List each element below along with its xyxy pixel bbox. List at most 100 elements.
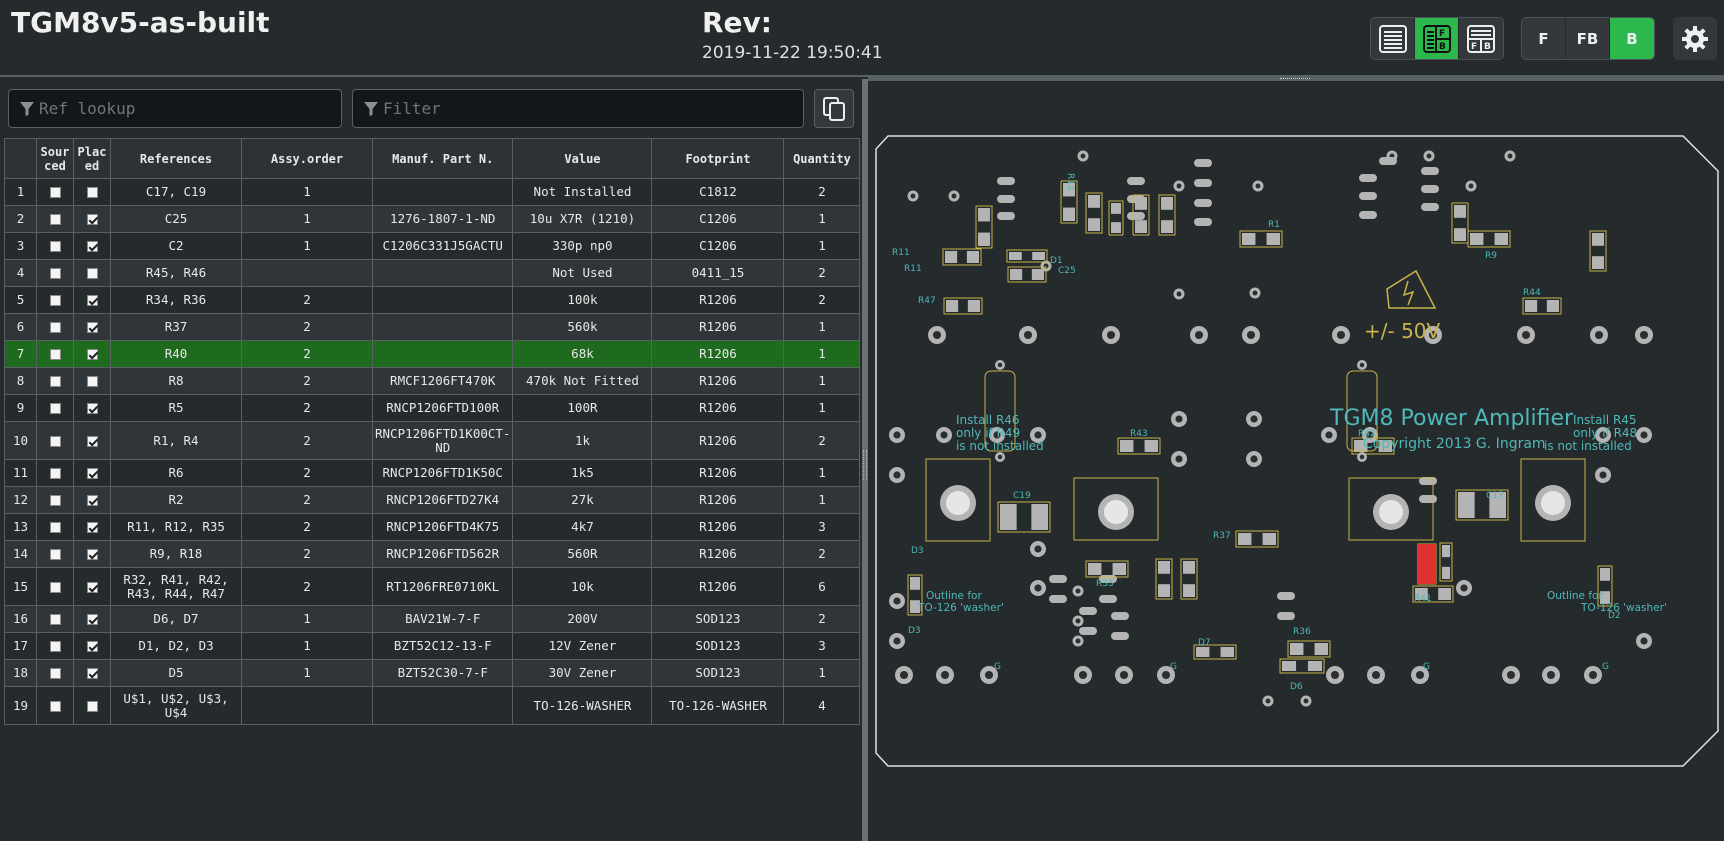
sourced-checkbox[interactable]	[49, 495, 61, 506]
assy-order-cell: 2	[241, 394, 373, 422]
placed-cell	[73, 540, 111, 568]
sourced-checkbox[interactable]	[49, 581, 61, 593]
placed-cell	[73, 486, 111, 514]
placed-checkbox[interactable]	[86, 295, 98, 306]
table-row[interactable]: 16 D6, D7 1 BAV21W-7-F 200V SOD123 2	[4, 605, 861, 633]
sourced-checkbox[interactable]	[49, 295, 61, 306]
table-row[interactable]: 9 R5 2 RNCP1206FTD100R 100R R1206 1	[4, 394, 861, 422]
placed-checkbox[interactable]	[86, 468, 98, 479]
placed-checkbox[interactable]	[86, 241, 98, 252]
placed-checkbox[interactable]	[86, 435, 98, 447]
manuf-part-cell: 1276-1807-1-ND	[371, 205, 514, 233]
sourced-checkbox[interactable]	[49, 376, 61, 387]
sourced-checkbox[interactable]	[49, 214, 61, 225]
vertical-splitter[interactable]	[862, 79, 868, 841]
placed-checkbox[interactable]	[86, 495, 98, 506]
value-cell: 470k Not Fitted	[512, 367, 653, 395]
table-row[interactable]: 7 R40 2 68k R1206 1	[4, 340, 861, 368]
settings-button[interactable]	[1673, 17, 1717, 60]
row-index: 6	[4, 313, 37, 341]
r35-outline	[1085, 560, 1129, 578]
placed-checkbox[interactable]	[86, 403, 98, 414]
sourced-checkbox[interactable]	[49, 241, 61, 252]
transistor-outline	[1073, 477, 1159, 541]
back-side-button[interactable]: B	[1610, 18, 1654, 59]
front-side-button[interactable]: F	[1522, 18, 1566, 59]
drill-hole	[1640, 431, 1648, 439]
sourced-checkbox[interactable]	[49, 700, 61, 712]
both-sides-button[interactable]: FB	[1566, 18, 1610, 59]
placed-checkbox[interactable]	[86, 614, 98, 625]
header-quantity[interactable]: Quantity	[783, 138, 861, 179]
sourced-checkbox[interactable]	[49, 435, 61, 447]
assy-order-cell: 1	[241, 605, 373, 633]
sourced-cell	[36, 286, 74, 314]
table-row[interactable]: 3 C2 1 C1206C331J5GACTU 330p np0 C1206 1	[4, 232, 861, 260]
sourced-checkbox[interactable]	[49, 641, 61, 652]
drill-hole	[1546, 670, 1556, 680]
sourced-checkbox[interactable]	[49, 187, 61, 198]
header-placed[interactable]: Plac ed	[73, 138, 111, 179]
table-row[interactable]: 1 C17, C19 1 Not Installed C1812 2	[4, 178, 861, 206]
sourced-checkbox[interactable]	[49, 614, 61, 625]
sourced-checkbox[interactable]	[49, 349, 61, 360]
table-row[interactable]: 2 C25 1 1276-1807-1-ND 10u X7R (1210) C1206 1	[4, 205, 861, 233]
horizontal-splitter[interactable]	[868, 77, 1724, 81]
placed-checkbox[interactable]	[86, 187, 98, 198]
placed-checkbox[interactable]	[86, 349, 98, 360]
table-row[interactable]: 17 D1, D2, D3 1 BZT52C12-13-F 12V Zener SOD12…	[4, 632, 861, 660]
ref-lookup-input[interactable]	[9, 90, 341, 127]
sourced-checkbox[interactable]	[49, 468, 61, 479]
placed-checkbox[interactable]	[86, 668, 98, 679]
table-row[interactable]: 5 R34, R36 2 100k R1206 2	[4, 286, 861, 314]
drill-hole	[1325, 431, 1333, 439]
header-footprint[interactable]: Footprint	[651, 138, 785, 179]
placed-checkbox[interactable]	[86, 549, 98, 560]
header-references[interactable]: References	[110, 138, 242, 179]
bom-top-drawings-bottom-button[interactable]: F B	[1459, 18, 1503, 59]
bom-left-drawings-right-button[interactable]: F B	[1415, 18, 1459, 59]
placed-checkbox[interactable]	[86, 641, 98, 652]
sourced-checkbox[interactable]	[49, 403, 61, 414]
bom-only-button[interactable]	[1371, 18, 1415, 59]
sourced-checkbox[interactable]	[49, 322, 61, 333]
sourced-checkbox[interactable]	[49, 549, 61, 560]
table-row[interactable]: 11 R6 2 RNCP1206FTD1K50C 1k5 R1206 1	[4, 459, 861, 487]
table-row[interactable]: 19 U$1, U$2, U$3, U$4 TO-126-WASHER TO-126-…	[4, 686, 861, 725]
table-row[interactable]: 14 R9, R18 2 RNCP1206FTD562R 560R R1206 2	[4, 540, 861, 568]
sourced-checkbox[interactable]	[49, 268, 61, 279]
placed-checkbox[interactable]	[86, 214, 98, 225]
header-index[interactable]	[4, 138, 37, 179]
placed-checkbox[interactable]	[86, 322, 98, 333]
row-index: 2	[4, 205, 37, 233]
header-manuf-part[interactable]: Manuf. Part N.	[371, 138, 514, 179]
header-assy-order[interactable]: Assy.order	[241, 138, 373, 179]
assy-order-cell: 2	[241, 486, 373, 514]
table-row[interactable]: 10 R1, R4 2 RNCP1206FTD1K00CT-ND 1k R1206 2	[4, 421, 861, 460]
horizontal-splitter-grip-icon[interactable]	[1280, 78, 1310, 80]
splitter-grip-icon[interactable]	[863, 450, 867, 480]
table-row[interactable]: 6 R37 2 560k R1206 1	[4, 313, 861, 341]
table-row[interactable]: 18 D5 1 BZT52C30-7-F 30V Zener SOD123 1	[4, 659, 861, 687]
sourced-checkbox[interactable]	[49, 668, 61, 679]
table-row[interactable]: 13 R11, R12, R35 2 RNCP1206FTD4K75 4k7 R1206 3	[4, 513, 861, 541]
sourced-checkbox[interactable]	[49, 522, 61, 533]
table-row[interactable]: 15 R32, R41, R42, R43, R44, R47 2 RT1206FRE…	[4, 567, 861, 606]
header-sourced[interactable]: Sour ced	[36, 138, 74, 179]
placed-checkbox[interactable]	[86, 581, 98, 593]
table-row[interactable]: 8 R8 2 RMCF1206FT470K 470k Not Fitted R1206 1	[4, 367, 861, 395]
component-label: D3	[911, 546, 924, 556]
oval-pad	[997, 212, 1015, 220]
placed-checkbox[interactable]	[86, 376, 98, 387]
placed-checkbox[interactable]	[86, 268, 98, 279]
table-row[interactable]: 4 R45, R46 Not Used 0411_15 2	[4, 259, 861, 287]
value-cell: 68k	[512, 340, 653, 368]
filter-icon	[20, 102, 34, 116]
placed-checkbox[interactable]	[86, 700, 98, 712]
copy-button[interactable]	[814, 89, 854, 128]
table-row[interactable]: 12 R2 2 RNCP1206FTD27K4 27k R1206 1	[4, 486, 861, 514]
header-value[interactable]: Value	[512, 138, 653, 179]
placed-checkbox[interactable]	[86, 522, 98, 533]
filter-input[interactable]	[353, 90, 803, 127]
